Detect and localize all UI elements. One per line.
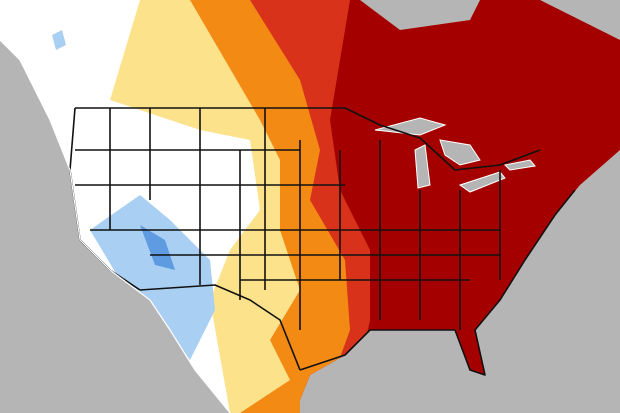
great-lakes: [374, 117, 536, 193]
ocean: [540, 0, 620, 40]
band-light-blue: [90, 195, 215, 360]
band-blue: [140, 225, 175, 270]
coastline: [0, 39, 231, 413]
hudson-bay: [360, 0, 480, 30]
band-light-blue: [52, 30, 66, 50]
